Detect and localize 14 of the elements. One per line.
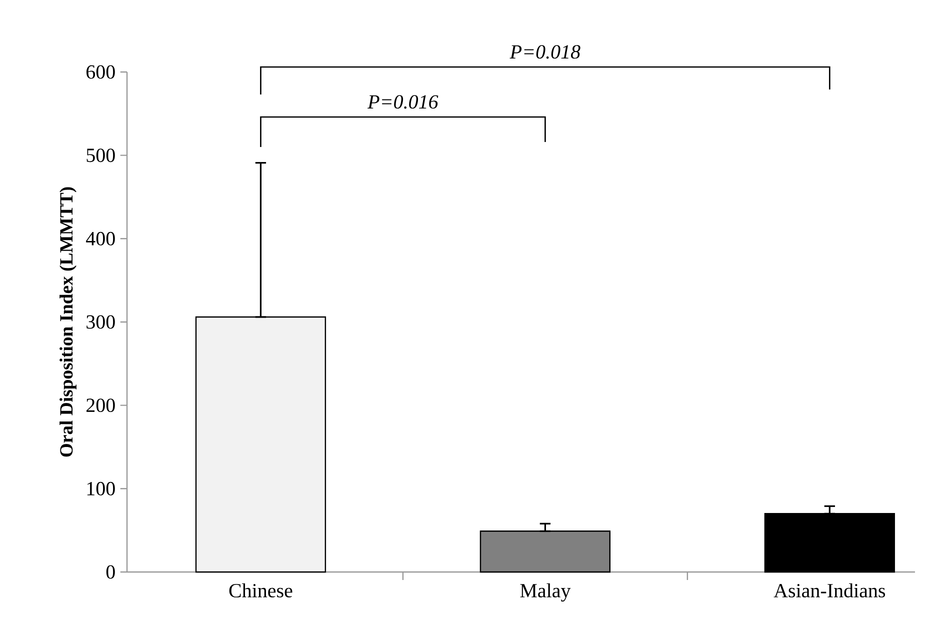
y-tick-label: 0: [106, 565, 115, 579]
x-tick-label: Chinese: [229, 583, 292, 598]
y-tick-label: 300: [86, 315, 115, 329]
y-tick-label: 500: [86, 148, 115, 162]
annotation: P=0.016: [367, 95, 438, 109]
x-tick-label: Malay: [520, 583, 571, 602]
y-tick-label: 600: [86, 65, 115, 79]
text: P=0.018: [510, 45, 580, 59]
y-axis-title: Oral Disposition Index (LMMTT): [60, 187, 76, 457]
y-tick-label: 100: [87, 482, 115, 496]
y-tick-label: 200: [86, 398, 115, 412]
y-tick-label: 400: [86, 232, 115, 246]
bar: [195, 316, 326, 573]
x-tick-label: Asian-Indians: [774, 583, 886, 598]
